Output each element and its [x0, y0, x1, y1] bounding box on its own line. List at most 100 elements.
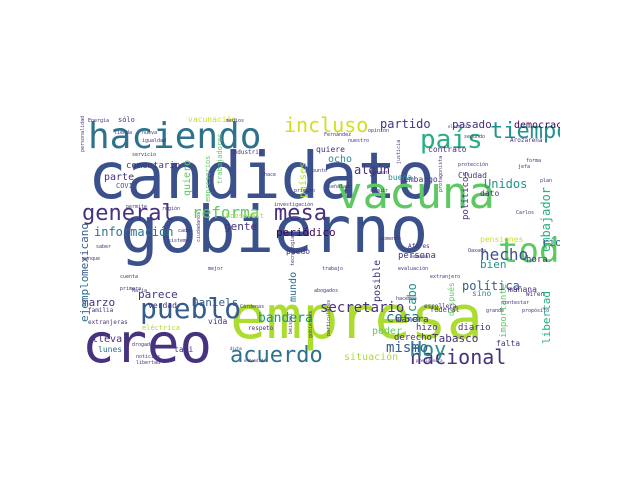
- cloud-word: Wiren: [526, 291, 544, 298]
- cloud-word: Oaxaca: [468, 248, 486, 254]
- cloud-word: periódico: [276, 226, 336, 239]
- cloud-word: algún: [354, 163, 390, 177]
- cloud-word: Roosevelt: [226, 212, 264, 220]
- cloud-word: puedo: [286, 247, 310, 256]
- cloud-word: países: [297, 162, 309, 198]
- cloud-word: parte: [104, 172, 134, 183]
- cloud-word: parece: [138, 288, 178, 301]
- cloud-word: general: [82, 201, 175, 226]
- cloud-word: libertad: [540, 291, 553, 344]
- cloud-word: lunes: [98, 345, 122, 354]
- cloud-word: contestar: [502, 300, 529, 306]
- cloud-word: extranjero: [430, 274, 460, 280]
- cloud-word: hora: [526, 255, 548, 265]
- cloud-word: democracia: [514, 120, 560, 131]
- cloud-word: ciudadanos: [196, 212, 202, 242]
- cloud-word: investigación: [274, 201, 313, 208]
- cloud-word: quiere: [316, 145, 345, 154]
- cloud-word: extranjeras: [88, 319, 128, 326]
- cloud-word: acuerdo: [230, 343, 323, 368]
- cloud-word: cuenta: [120, 274, 138, 280]
- cloud-word: punto: [312, 168, 327, 174]
- cloud-word: abogados: [314, 288, 338, 294]
- cloud-word: industria: [230, 149, 263, 156]
- cloud-word: derecho: [394, 333, 432, 343]
- cloud-word: respeto: [248, 325, 274, 332]
- cloud-word: señalado: [328, 184, 352, 190]
- cloud-word: Tabasco: [432, 332, 478, 345]
- cloud-word: aunque: [82, 256, 100, 262]
- cloud-word: permite: [126, 204, 147, 210]
- cloud-word: marzo: [82, 296, 115, 309]
- cloud-word: reforma: [192, 203, 259, 222]
- cloud-word: gente: [224, 220, 257, 233]
- cloud-word: particulares: [326, 300, 332, 336]
- cloud-word: quiero: [182, 160, 193, 196]
- cloud-word: segundo: [464, 134, 485, 140]
- cloud-word: nacional: [410, 345, 506, 368]
- cloud-word: Carlos: [516, 210, 534, 216]
- cloud-word: falta: [496, 339, 520, 348]
- cloud-word: opinión: [368, 127, 389, 134]
- cloud-word: empresa: [230, 283, 483, 353]
- cloud-word: cada: [178, 228, 190, 234]
- cloud-word: nueva: [142, 130, 157, 136]
- cloud-word: pasado: [452, 118, 492, 131]
- cloud-word: protección: [458, 161, 488, 168]
- cloud-word: protagonista: [438, 156, 444, 192]
- cloud-word: comentario: [126, 161, 180, 171]
- cloud-word: grande: [486, 308, 504, 314]
- cloud-word: primero: [294, 188, 315, 194]
- cloud-word: entendido: [244, 358, 266, 363]
- cloud-word: justicia: [396, 140, 402, 164]
- cloud-word: río: [542, 236, 560, 249]
- cloud-word: mañana: [508, 285, 537, 294]
- cloud-word: gobierno: [120, 194, 428, 268]
- cloud-word: pensiones: [480, 235, 524, 244]
- cloud-word: María: [132, 287, 147, 294]
- cloud-word: libertad: [136, 360, 160, 366]
- cloud-word: poder: [372, 326, 402, 337]
- cloud-word: momento: [380, 236, 401, 242]
- cloud-word: información: [94, 225, 173, 239]
- cloud-word: vida: [208, 317, 227, 326]
- cloud-word: contrato: [428, 145, 467, 154]
- cloud-word: seguir: [370, 188, 388, 194]
- cloud-word: ejemplo: [80, 276, 91, 322]
- cloud-word: servicio: [132, 152, 156, 158]
- cloud-word: primera: [120, 286, 141, 292]
- cloud-word: trabajo: [322, 266, 343, 272]
- cloud-word: sistema: [168, 238, 189, 244]
- cloud-word: secretario: [320, 300, 404, 316]
- cloud-word: béisbol: [287, 313, 294, 334]
- cloud-word: país: [420, 125, 483, 155]
- cloud-word: posible: [372, 260, 383, 302]
- cloud-word: Arozarena: [510, 137, 543, 144]
- cloud-word: dicho: [230, 346, 243, 351]
- cloud-word: vacunación: [188, 114, 236, 124]
- cloud-word: drogado: [132, 342, 153, 348]
- cloud-word: tecnología: [289, 236, 296, 266]
- cloud-word: toda: [498, 231, 560, 271]
- cloud-word: creo: [82, 312, 212, 368]
- cloud-word: bien: [480, 258, 507, 271]
- cloud-word: Daniels: [192, 296, 238, 309]
- cloud-word: eléctrica: [142, 324, 180, 332]
- cloud-word: semana: [410, 254, 428, 260]
- cloud-word: política: [462, 279, 520, 293]
- cloud-word: hizo: [416, 323, 438, 333]
- cloud-word: verdad: [148, 301, 177, 310]
- cloud-word: mexicano: [80, 223, 91, 276]
- cloud-word: saber: [96, 244, 111, 250]
- cloud-word: igualdad: [142, 138, 166, 144]
- cloud-word: partido: [380, 117, 431, 131]
- cloud-word: vacuna: [336, 168, 495, 219]
- cloud-word: cabo: [405, 283, 419, 312]
- cloud-word: mejor: [208, 266, 223, 272]
- cloud-word: gobiernos: [308, 311, 314, 338]
- cloud-word: mundo: [288, 272, 299, 302]
- cloud-word: plan: [540, 178, 552, 184]
- cloud-word: propósito: [522, 307, 549, 314]
- cloud-word: pueblo: [140, 292, 241, 325]
- cloud-word: después: [446, 282, 456, 316]
